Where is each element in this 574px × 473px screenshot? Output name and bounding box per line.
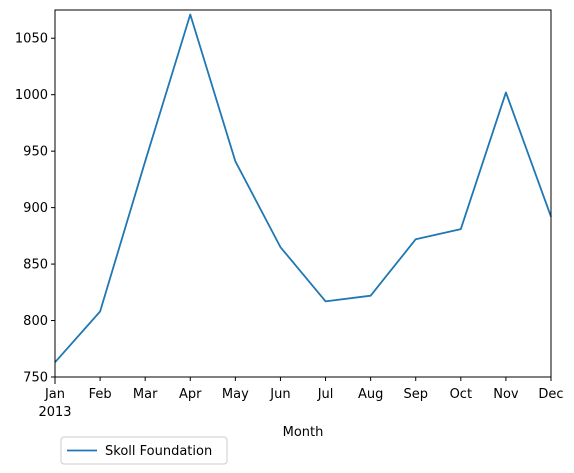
- y-tick-label: 800: [23, 314, 48, 329]
- x-axis-title: Month: [283, 425, 324, 440]
- legend: Skoll Foundation: [60, 436, 228, 465]
- y-tick-label: 1050: [15, 32, 48, 47]
- y-tick-label: 1000: [15, 88, 48, 103]
- x-tick-label: Jul: [317, 387, 334, 402]
- x-tick-label: Aug: [358, 387, 383, 402]
- x-tick-label: Jun: [269, 387, 290, 402]
- y-tick-label: 750: [23, 371, 48, 386]
- legend-box: [60, 436, 228, 465]
- y-tick-label: 850: [23, 258, 48, 273]
- y-tick-label: 950: [23, 145, 48, 160]
- y-tick-label: 900: [23, 201, 48, 216]
- legend-label: Skoll Foundation: [105, 444, 212, 459]
- x-tick-label: Apr: [179, 387, 202, 402]
- x-tick-label: Oct: [450, 387, 472, 402]
- x-axis-ticks: Jan Feb Mar Apr May Jun Jul Aug Sep Oct Nov Dec 2013: [38, 377, 564, 420]
- x-tick-label: Feb: [89, 387, 112, 402]
- series-line-skoll-foundation: [54, 13, 552, 363]
- x-tick-label: May: [222, 387, 249, 402]
- x-tick-label: Mar: [133, 387, 158, 402]
- x-tick-label: Sep: [403, 387, 428, 402]
- plot-frame: [54, 9, 552, 378]
- x-tick-label: Nov: [493, 387, 519, 402]
- y-axis-ticks: 750 800 850 900 950 1000 1050: [15, 32, 55, 386]
- x-tick-label: Jan: [44, 387, 65, 402]
- x-tick-label: Dec: [538, 387, 563, 402]
- x-tick-year-label: 2013: [38, 405, 71, 420]
